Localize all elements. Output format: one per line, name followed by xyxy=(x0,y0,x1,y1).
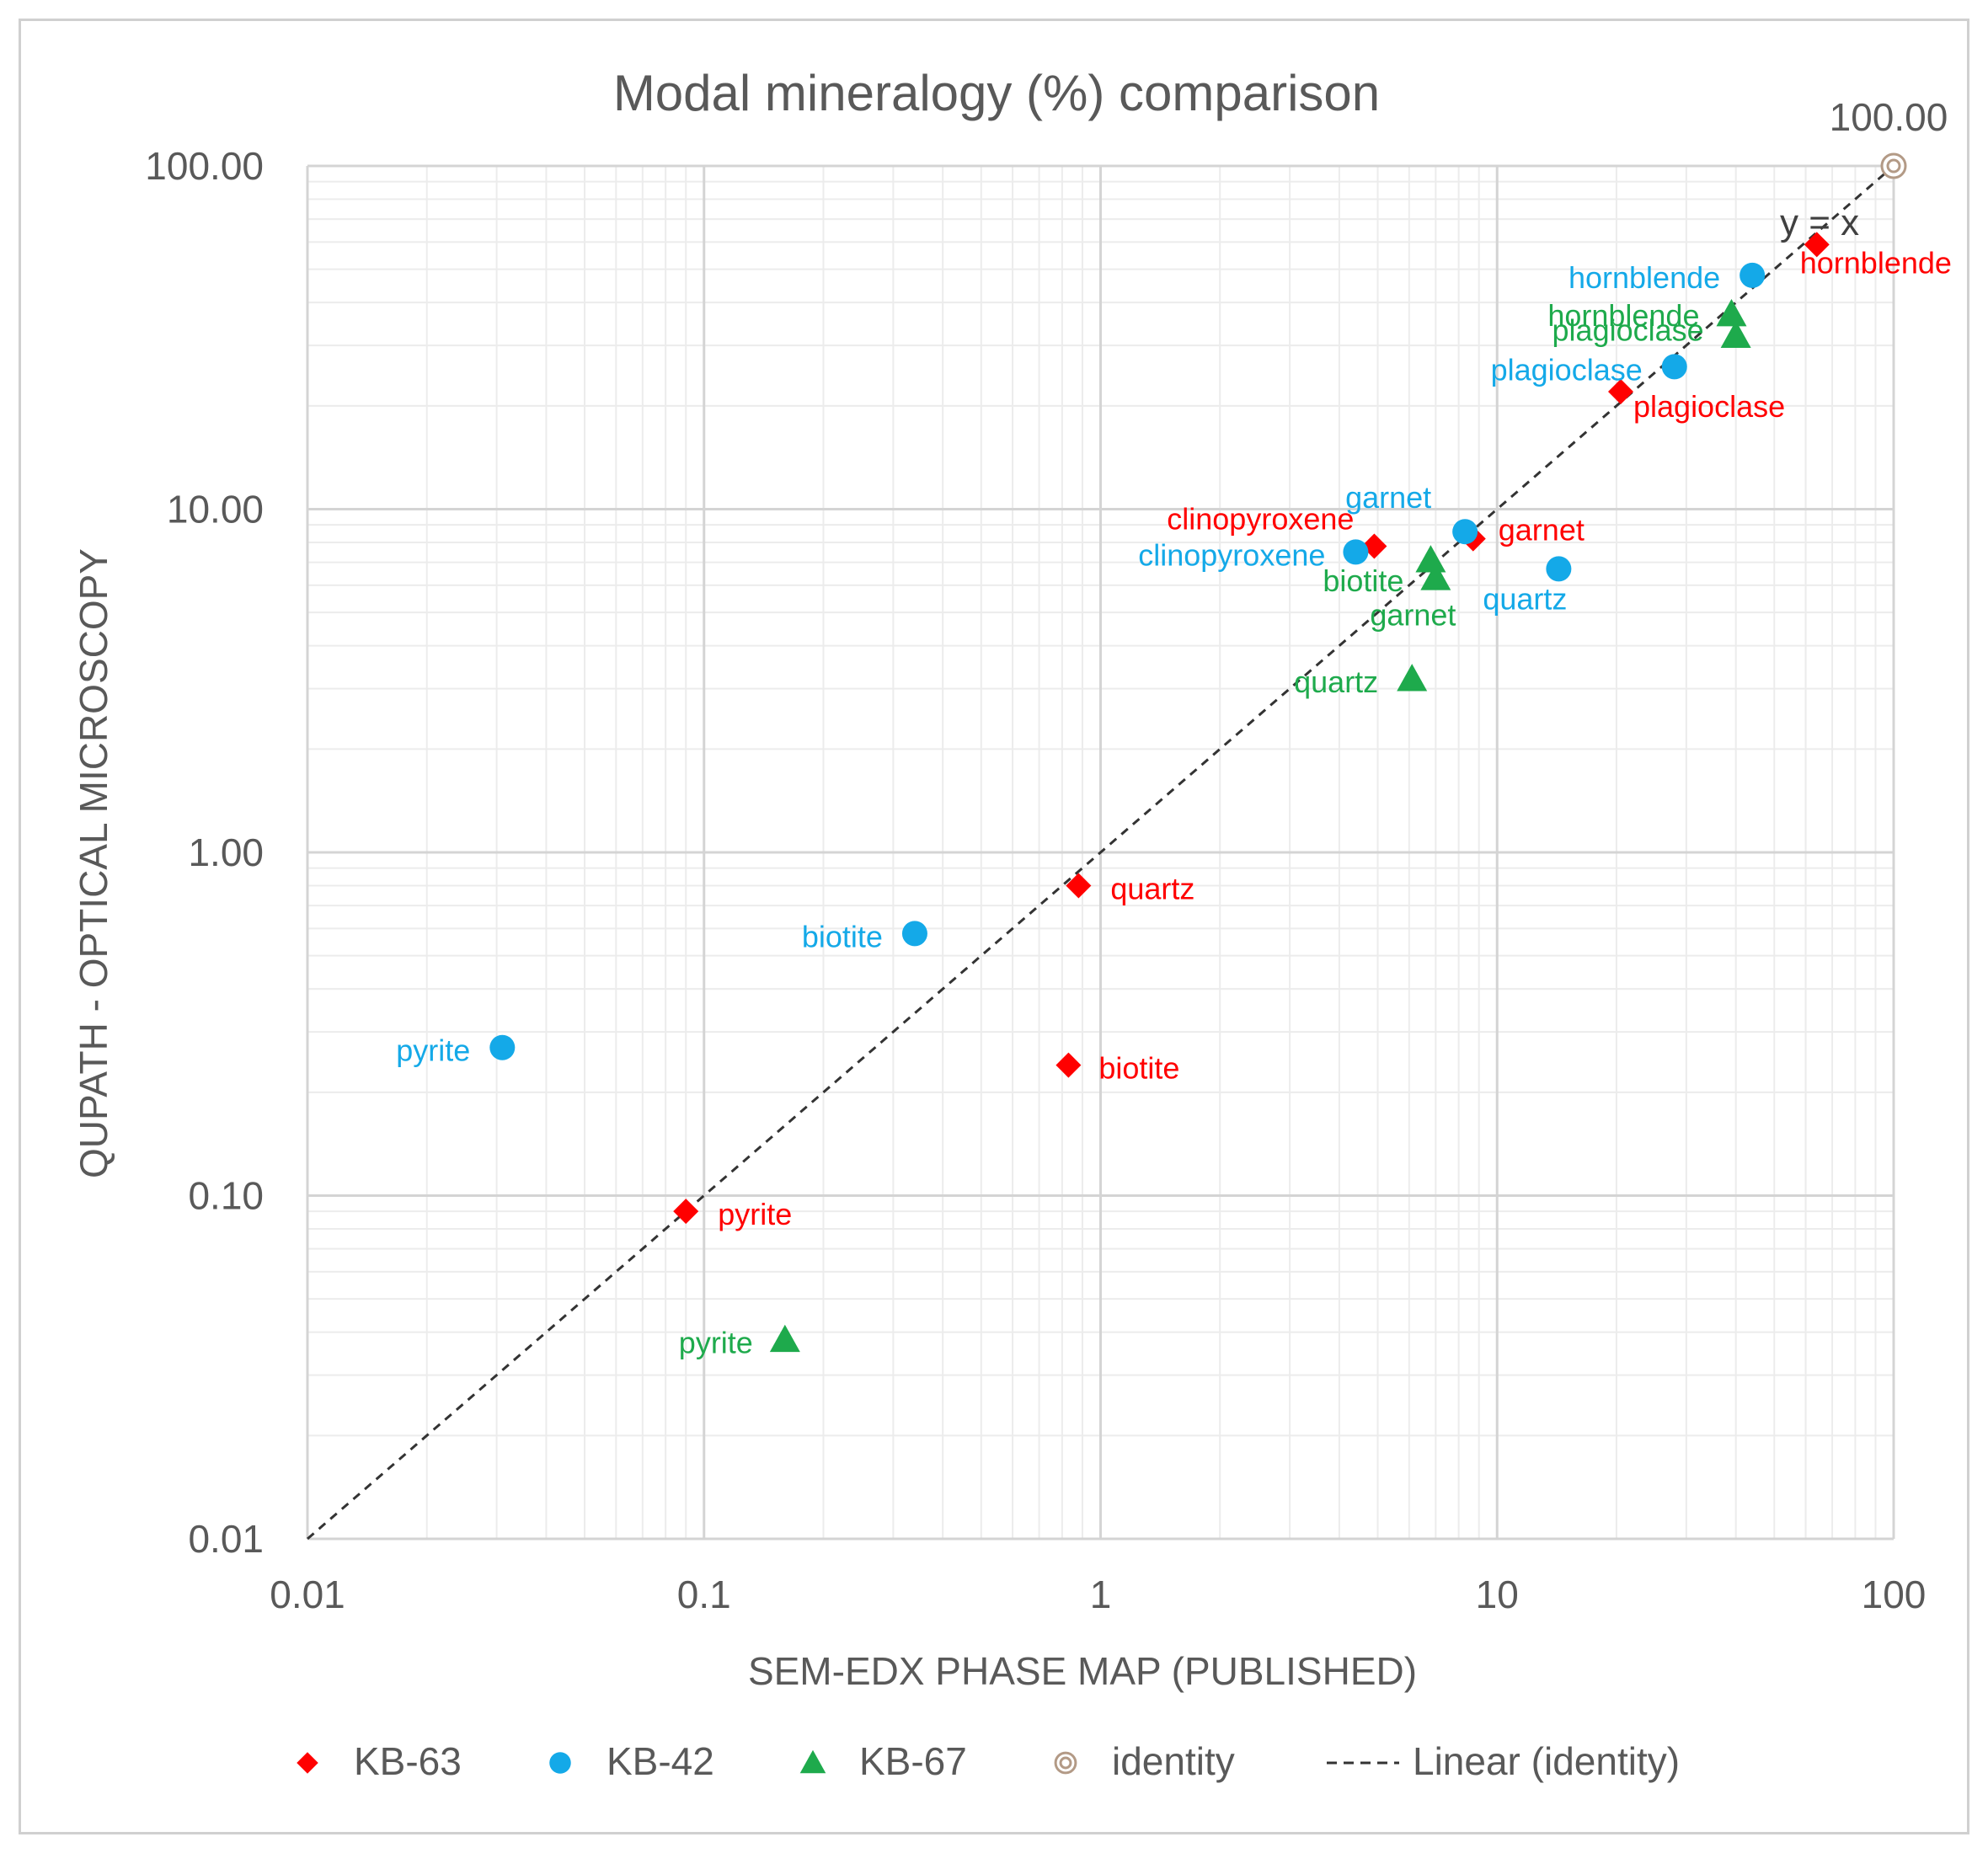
identity-marker-inner xyxy=(1059,1756,1072,1770)
data-point-kb-63-plagioclase xyxy=(1608,378,1634,404)
legend-marker xyxy=(549,1752,571,1774)
point-labels: hornblendeplagioclasegarnetclinopyroxene… xyxy=(396,95,1952,1360)
data-point-kb-63-quartz xyxy=(1066,873,1092,899)
data-point-kb-67-garnet xyxy=(1420,563,1451,590)
data-label: pyrite xyxy=(718,1197,792,1231)
identity-marker-inner xyxy=(1886,158,1901,174)
data-label: hornblende xyxy=(1568,260,1720,295)
x-tick-label: 100 xyxy=(1862,1573,1927,1616)
data-point-kb-63-biotite xyxy=(1055,1052,1082,1078)
legend-marker xyxy=(297,1752,318,1774)
data-point-identity-10000 xyxy=(1880,152,1907,179)
data-label: garnet xyxy=(1499,513,1585,547)
data-point-kb-67-plagioclase xyxy=(1720,320,1751,349)
legend-marker xyxy=(799,1749,826,1774)
chart-title: Modal mineralogy (%) comparison xyxy=(613,65,1380,121)
y-tick-label: 0.01 xyxy=(188,1517,264,1561)
data-label: quartz xyxy=(1294,665,1378,699)
data-label: biotite xyxy=(1323,563,1403,598)
data-point-kb-67-biotite xyxy=(1415,545,1446,573)
chart-svg: y = x hornblendeplagioclasegarnetclinopy… xyxy=(72,65,1952,1783)
data-label: plagioclase xyxy=(1552,313,1704,348)
axes-group: 0.01 0.1 1 10 100 0.01 0.10 1.00 10.00 100.00 xyxy=(145,144,1926,1616)
data-label: clinopyroxene xyxy=(1167,501,1354,536)
x-tick-label: 10 xyxy=(1476,1573,1519,1616)
data-label: quartz xyxy=(1110,871,1194,905)
y-tick-label: 1.00 xyxy=(188,830,264,874)
data-point-kb-67-hornblende xyxy=(1716,298,1747,327)
data-label: pyrite xyxy=(679,1326,753,1360)
data-label: biotite xyxy=(802,919,883,953)
legend-entry-label: identity xyxy=(1112,1739,1235,1783)
data-label: plagioclase xyxy=(1633,389,1785,424)
legend-marker xyxy=(1054,1751,1077,1775)
data-point-kb-42-plagioclase xyxy=(1661,354,1687,380)
data-label: garnet xyxy=(1370,597,1456,632)
data-label: clinopyroxene xyxy=(1138,537,1325,572)
x-tick-label: 0.01 xyxy=(270,1573,345,1616)
x-axis-label: SEM-EDX PHASE MAP (PUBLISHED) xyxy=(748,1649,1417,1693)
grid-lines xyxy=(306,164,1895,1541)
legend: KB-63 KB-42 KB-67 identity Linear (identity) xyxy=(297,1739,1680,1783)
legend-entry-label: KB-67 xyxy=(859,1739,967,1783)
y-tick-label: 10.00 xyxy=(167,488,264,531)
data-point-kb-67-pyrite xyxy=(769,1324,800,1353)
x-tick-label: 1 xyxy=(1090,1573,1112,1616)
chart-container: y = x hornblende plagioclase garnet clinopy… xyxy=(19,19,1969,1834)
data-label: quartz xyxy=(1483,581,1567,616)
identity-marker-outer xyxy=(1054,1751,1077,1775)
legend-entry-label: KB-42 xyxy=(607,1739,714,1783)
data-point-kb-42-garnet xyxy=(1452,519,1478,545)
data-label: biotite xyxy=(1098,1051,1179,1086)
y-tick-label: 100.00 xyxy=(145,144,264,188)
data-point-kb-63-hornblende xyxy=(1804,232,1830,258)
x-tick-label: 0.1 xyxy=(677,1573,731,1616)
data-label: garnet xyxy=(1345,480,1431,515)
y-axis-label: QUPATH - OPTICAL MICROSCOPY xyxy=(72,548,115,1178)
data-point-kb-42-biotite xyxy=(901,921,927,947)
data-label: 100.00 xyxy=(1830,95,1948,139)
data-label: pyrite xyxy=(396,1033,470,1068)
data-point-kb-67-quartz xyxy=(1397,664,1428,692)
data-marks xyxy=(489,152,1907,1353)
data-point-kb-42-quartz xyxy=(1546,556,1572,582)
legend-entry-label: KB-63 xyxy=(354,1739,462,1783)
data-point-kb-42-pyrite xyxy=(489,1034,516,1060)
identity-marker-outer xyxy=(1880,152,1907,179)
data-label: hornblende xyxy=(1800,245,1952,280)
data-point-kb-42-clinopyroxene xyxy=(1343,539,1369,565)
data-point-kb-63-pyrite xyxy=(673,1199,699,1225)
data-label: hornblende xyxy=(1547,298,1699,333)
data-point-kb-42-hornblende xyxy=(1740,262,1766,288)
legend-entry-label: Linear (identity) xyxy=(1413,1739,1680,1783)
data-label: plagioclase xyxy=(1491,352,1643,387)
y-tick-label: 0.10 xyxy=(188,1174,264,1218)
